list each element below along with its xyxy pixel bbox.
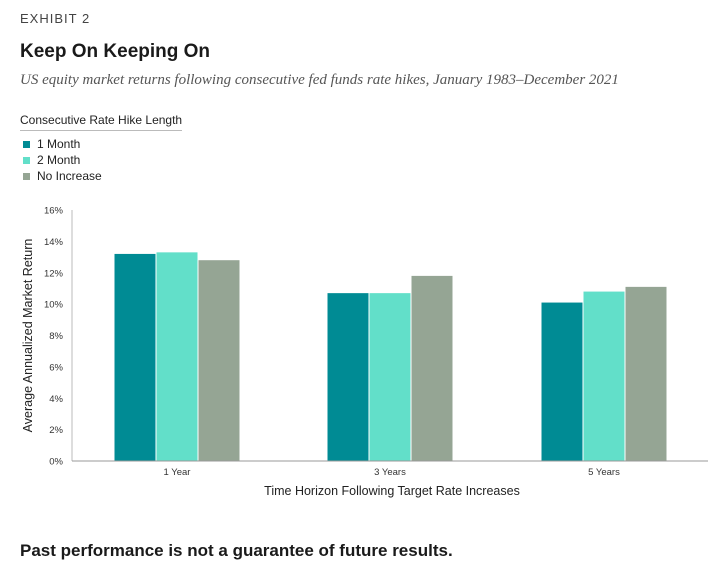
x-tick-label: 3 Years	[374, 467, 406, 478]
y-tick-label: 4%	[49, 394, 63, 405]
legend-item-1-month: 1 Month	[20, 136, 182, 152]
bar-no-increase-5-years	[625, 286, 667, 461]
legend-title: Consecutive Rate Hike Length	[20, 113, 183, 131]
legend-label-no-increase: No Increase	[37, 169, 102, 183]
bar-2-month-1-year	[156, 252, 198, 461]
y-axis-title: Average Annualized Market Return	[21, 239, 35, 433]
bar-2-month-3-years	[369, 293, 411, 461]
bar-1-month-1-year	[114, 253, 156, 461]
legend-swatch-1-month	[23, 140, 30, 148]
bar-1-month-5-years	[541, 302, 583, 461]
bar-chart: 0% 2% 4% 6% 8% 10% 12% 14% 16% 1 Year 3 Years 5 Yea…	[21, 206, 708, 498]
chart-subtitle: US equity market returns following conse…	[20, 72, 619, 88]
x-axis-title: Time Horizon Following Target Rate Incre…	[264, 484, 520, 498]
legend-swatch-no-increase	[23, 172, 30, 180]
legend-label-1-month: 1 Month	[37, 137, 81, 151]
bar-no-increase-1-year	[198, 260, 240, 461]
x-tick-label: 5 Years	[588, 467, 620, 478]
exhibit-label: EXHIBIT 2	[20, 11, 91, 26]
legend: Consecutive Rate Hike Length 1 Month 2 M…	[20, 113, 183, 184]
y-tick-label: 10%	[44, 300, 64, 311]
chart-title: Keep On Keeping On	[20, 41, 211, 62]
x-tick-label: 1 Year	[164, 467, 191, 478]
y-tick-label: 0%	[49, 457, 63, 468]
y-tick-label: 2%	[49, 425, 63, 436]
y-tick-label: 14%	[44, 237, 64, 248]
y-tick-label: 6%	[49, 362, 63, 373]
y-tick-label: 16%	[44, 206, 64, 217]
legend-label-2-month: 2 Month	[37, 153, 81, 167]
bar-1-month-3-years	[327, 293, 369, 461]
bar-no-increase-3-years	[411, 275, 453, 461]
bar-2-month-5-years	[583, 291, 625, 461]
y-tick-label: 8%	[49, 331, 63, 342]
legend-swatch-2-month	[23, 156, 30, 164]
disclaimer-note: Past performance is not a guarantee of f…	[20, 541, 453, 560]
legend-item-no-increase: No Increase	[20, 168, 182, 184]
legend-item-2-month: 2 Month	[20, 152, 182, 168]
y-tick-label: 12%	[44, 268, 64, 279]
